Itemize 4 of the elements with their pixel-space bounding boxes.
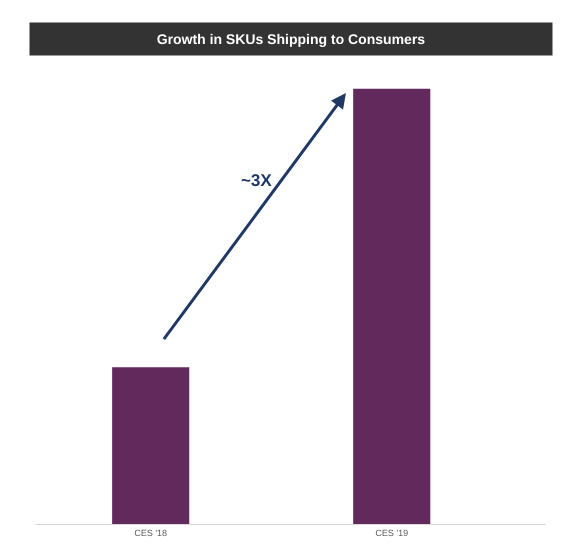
chart-title: Growth in SKUs Shipping to Consumers <box>156 31 426 47</box>
x-tick-label: CES '18 <box>134 528 168 538</box>
annotation: ~3X <box>241 171 272 190</box>
x-tick-label: CES '19 <box>375 528 408 538</box>
